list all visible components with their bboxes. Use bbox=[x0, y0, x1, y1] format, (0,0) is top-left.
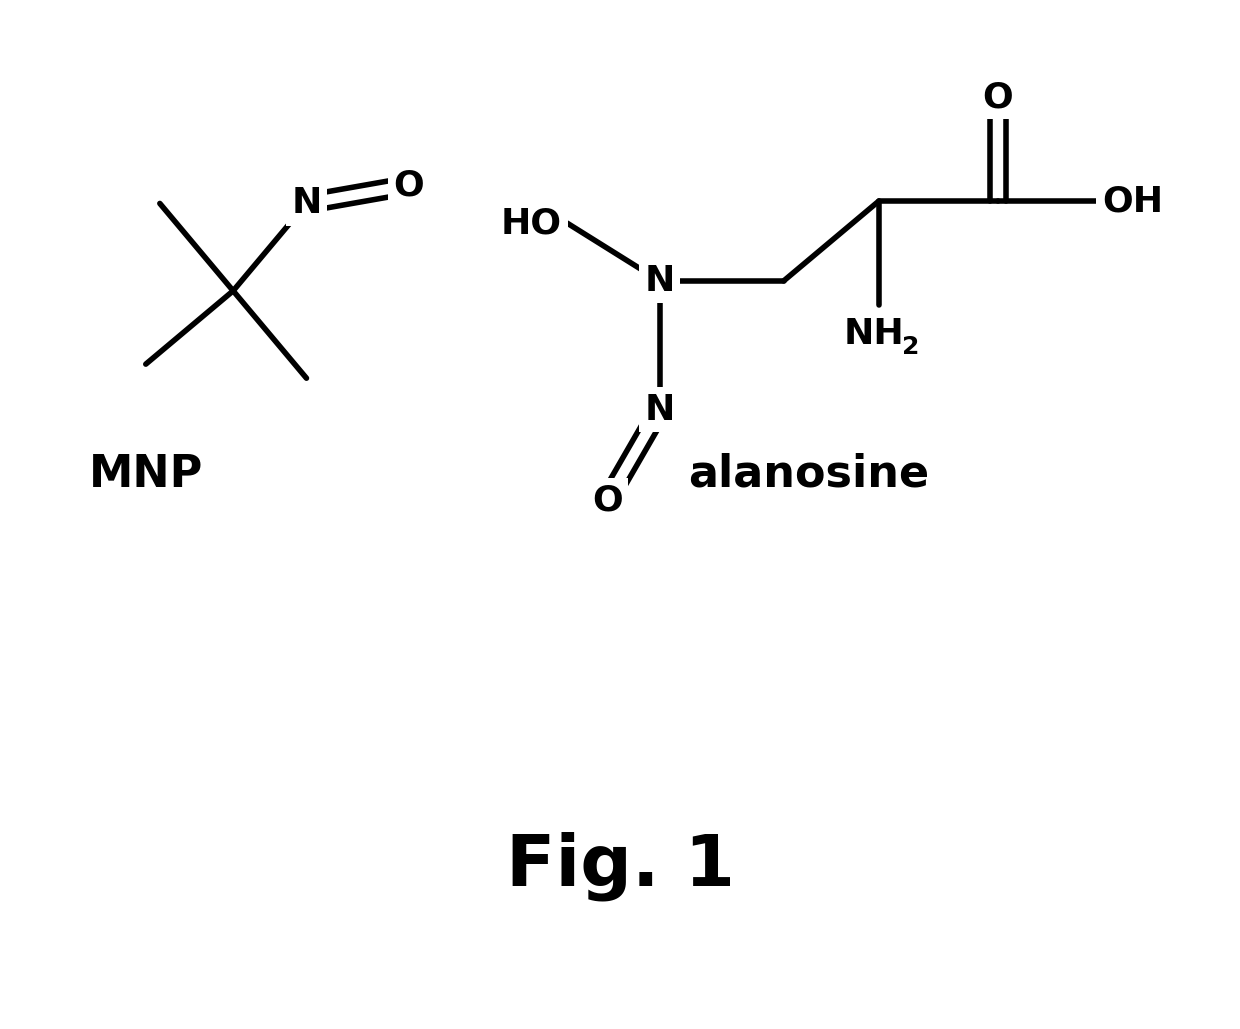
Text: N: N bbox=[645, 393, 675, 427]
Text: O: O bbox=[593, 483, 622, 517]
Text: alanosine: alanosine bbox=[688, 453, 929, 496]
Text: O: O bbox=[982, 80, 1013, 114]
Text: NH: NH bbox=[843, 317, 904, 351]
Text: N: N bbox=[291, 186, 321, 220]
Text: Fig. 1: Fig. 1 bbox=[506, 831, 734, 900]
Text: 2: 2 bbox=[901, 335, 919, 359]
Text: N: N bbox=[645, 263, 675, 298]
Text: OH: OH bbox=[1102, 184, 1163, 218]
Text: MNP: MNP bbox=[89, 453, 203, 496]
Text: O: O bbox=[393, 169, 424, 203]
Text: HO: HO bbox=[501, 206, 562, 240]
